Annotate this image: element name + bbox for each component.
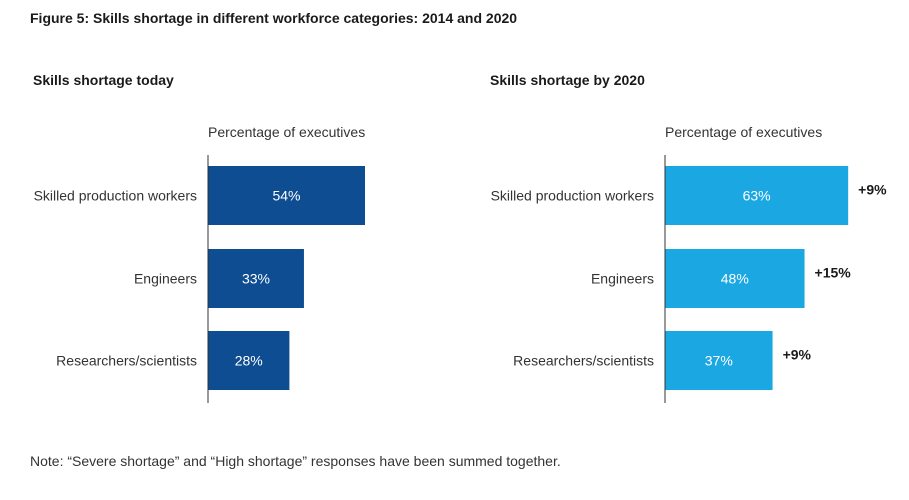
bar-chart-today: 54% Skilled production workers 33% Engineer… bbox=[34, 155, 365, 403]
axis-label: Percentage of executives bbox=[665, 124, 823, 140]
change-label: +15% bbox=[815, 265, 852, 281]
category-label: Engineers bbox=[134, 271, 197, 287]
category-label: Engineers bbox=[591, 271, 654, 287]
axis-label: Percentage of executives bbox=[208, 124, 366, 140]
footnote: Note: “Severe shortage” and “High shorta… bbox=[30, 453, 561, 469]
value-label: 54% bbox=[272, 188, 300, 204]
value-label: 48% bbox=[721, 271, 749, 287]
chart-panel-today: Skills shortage today Percentage of exec… bbox=[0, 0, 450, 420]
category-label: Skilled production workers bbox=[34, 188, 197, 204]
category-label: Skilled production workers bbox=[491, 188, 654, 204]
value-label: 37% bbox=[705, 353, 733, 369]
chart-title: Skills shortage today bbox=[33, 72, 174, 88]
value-label: 28% bbox=[235, 353, 263, 369]
bar-1 bbox=[208, 166, 365, 225]
category-label: Researchers/scientists bbox=[56, 353, 197, 369]
bar-2 bbox=[665, 249, 805, 308]
value-label: 33% bbox=[242, 271, 270, 287]
figure-title: Figure 5: Skills shortage in different w… bbox=[30, 10, 518, 26]
bar-2 bbox=[208, 249, 304, 308]
value-label: 63% bbox=[743, 188, 771, 204]
change-label: +9% bbox=[858, 182, 887, 198]
bar-3 bbox=[665, 331, 773, 390]
chart-panel-2020: Skills shortage by 2020 Percentage of ex… bbox=[457, 0, 907, 420]
bar-1 bbox=[665, 166, 849, 225]
bar-3 bbox=[208, 331, 290, 390]
change-label: +9% bbox=[783, 347, 812, 363]
category-label: Researchers/scientists bbox=[513, 353, 654, 369]
chart-title: Skills shortage by 2020 bbox=[490, 72, 645, 88]
bar-chart-2020: 63% Skilled production workers +9% 48% Engin… bbox=[491, 155, 887, 403]
